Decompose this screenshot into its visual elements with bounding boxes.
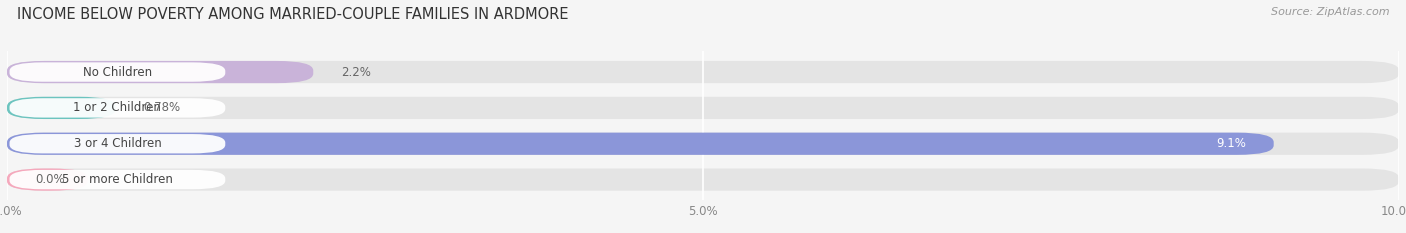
FancyBboxPatch shape: [10, 134, 225, 153]
Text: Source: ZipAtlas.com: Source: ZipAtlas.com: [1271, 7, 1389, 17]
FancyBboxPatch shape: [10, 98, 225, 118]
FancyBboxPatch shape: [7, 168, 87, 191]
Text: 3 or 4 Children: 3 or 4 Children: [73, 137, 162, 150]
FancyBboxPatch shape: [7, 168, 1399, 191]
Text: INCOME BELOW POVERTY AMONG MARRIED-COUPLE FAMILIES IN ARDMORE: INCOME BELOW POVERTY AMONG MARRIED-COUPL…: [17, 7, 568, 22]
FancyBboxPatch shape: [7, 61, 1399, 83]
FancyBboxPatch shape: [7, 97, 115, 119]
Text: 1 or 2 Children: 1 or 2 Children: [73, 101, 162, 114]
Text: 9.1%: 9.1%: [1216, 137, 1246, 150]
FancyBboxPatch shape: [7, 97, 1399, 119]
Text: 0.0%: 0.0%: [35, 173, 65, 186]
Text: 5 or more Children: 5 or more Children: [62, 173, 173, 186]
Text: 0.78%: 0.78%: [143, 101, 180, 114]
FancyBboxPatch shape: [10, 170, 225, 189]
FancyBboxPatch shape: [10, 62, 225, 82]
FancyBboxPatch shape: [7, 133, 1399, 155]
Text: No Children: No Children: [83, 65, 152, 79]
FancyBboxPatch shape: [7, 61, 314, 83]
Text: 2.2%: 2.2%: [342, 65, 371, 79]
FancyBboxPatch shape: [7, 133, 1274, 155]
